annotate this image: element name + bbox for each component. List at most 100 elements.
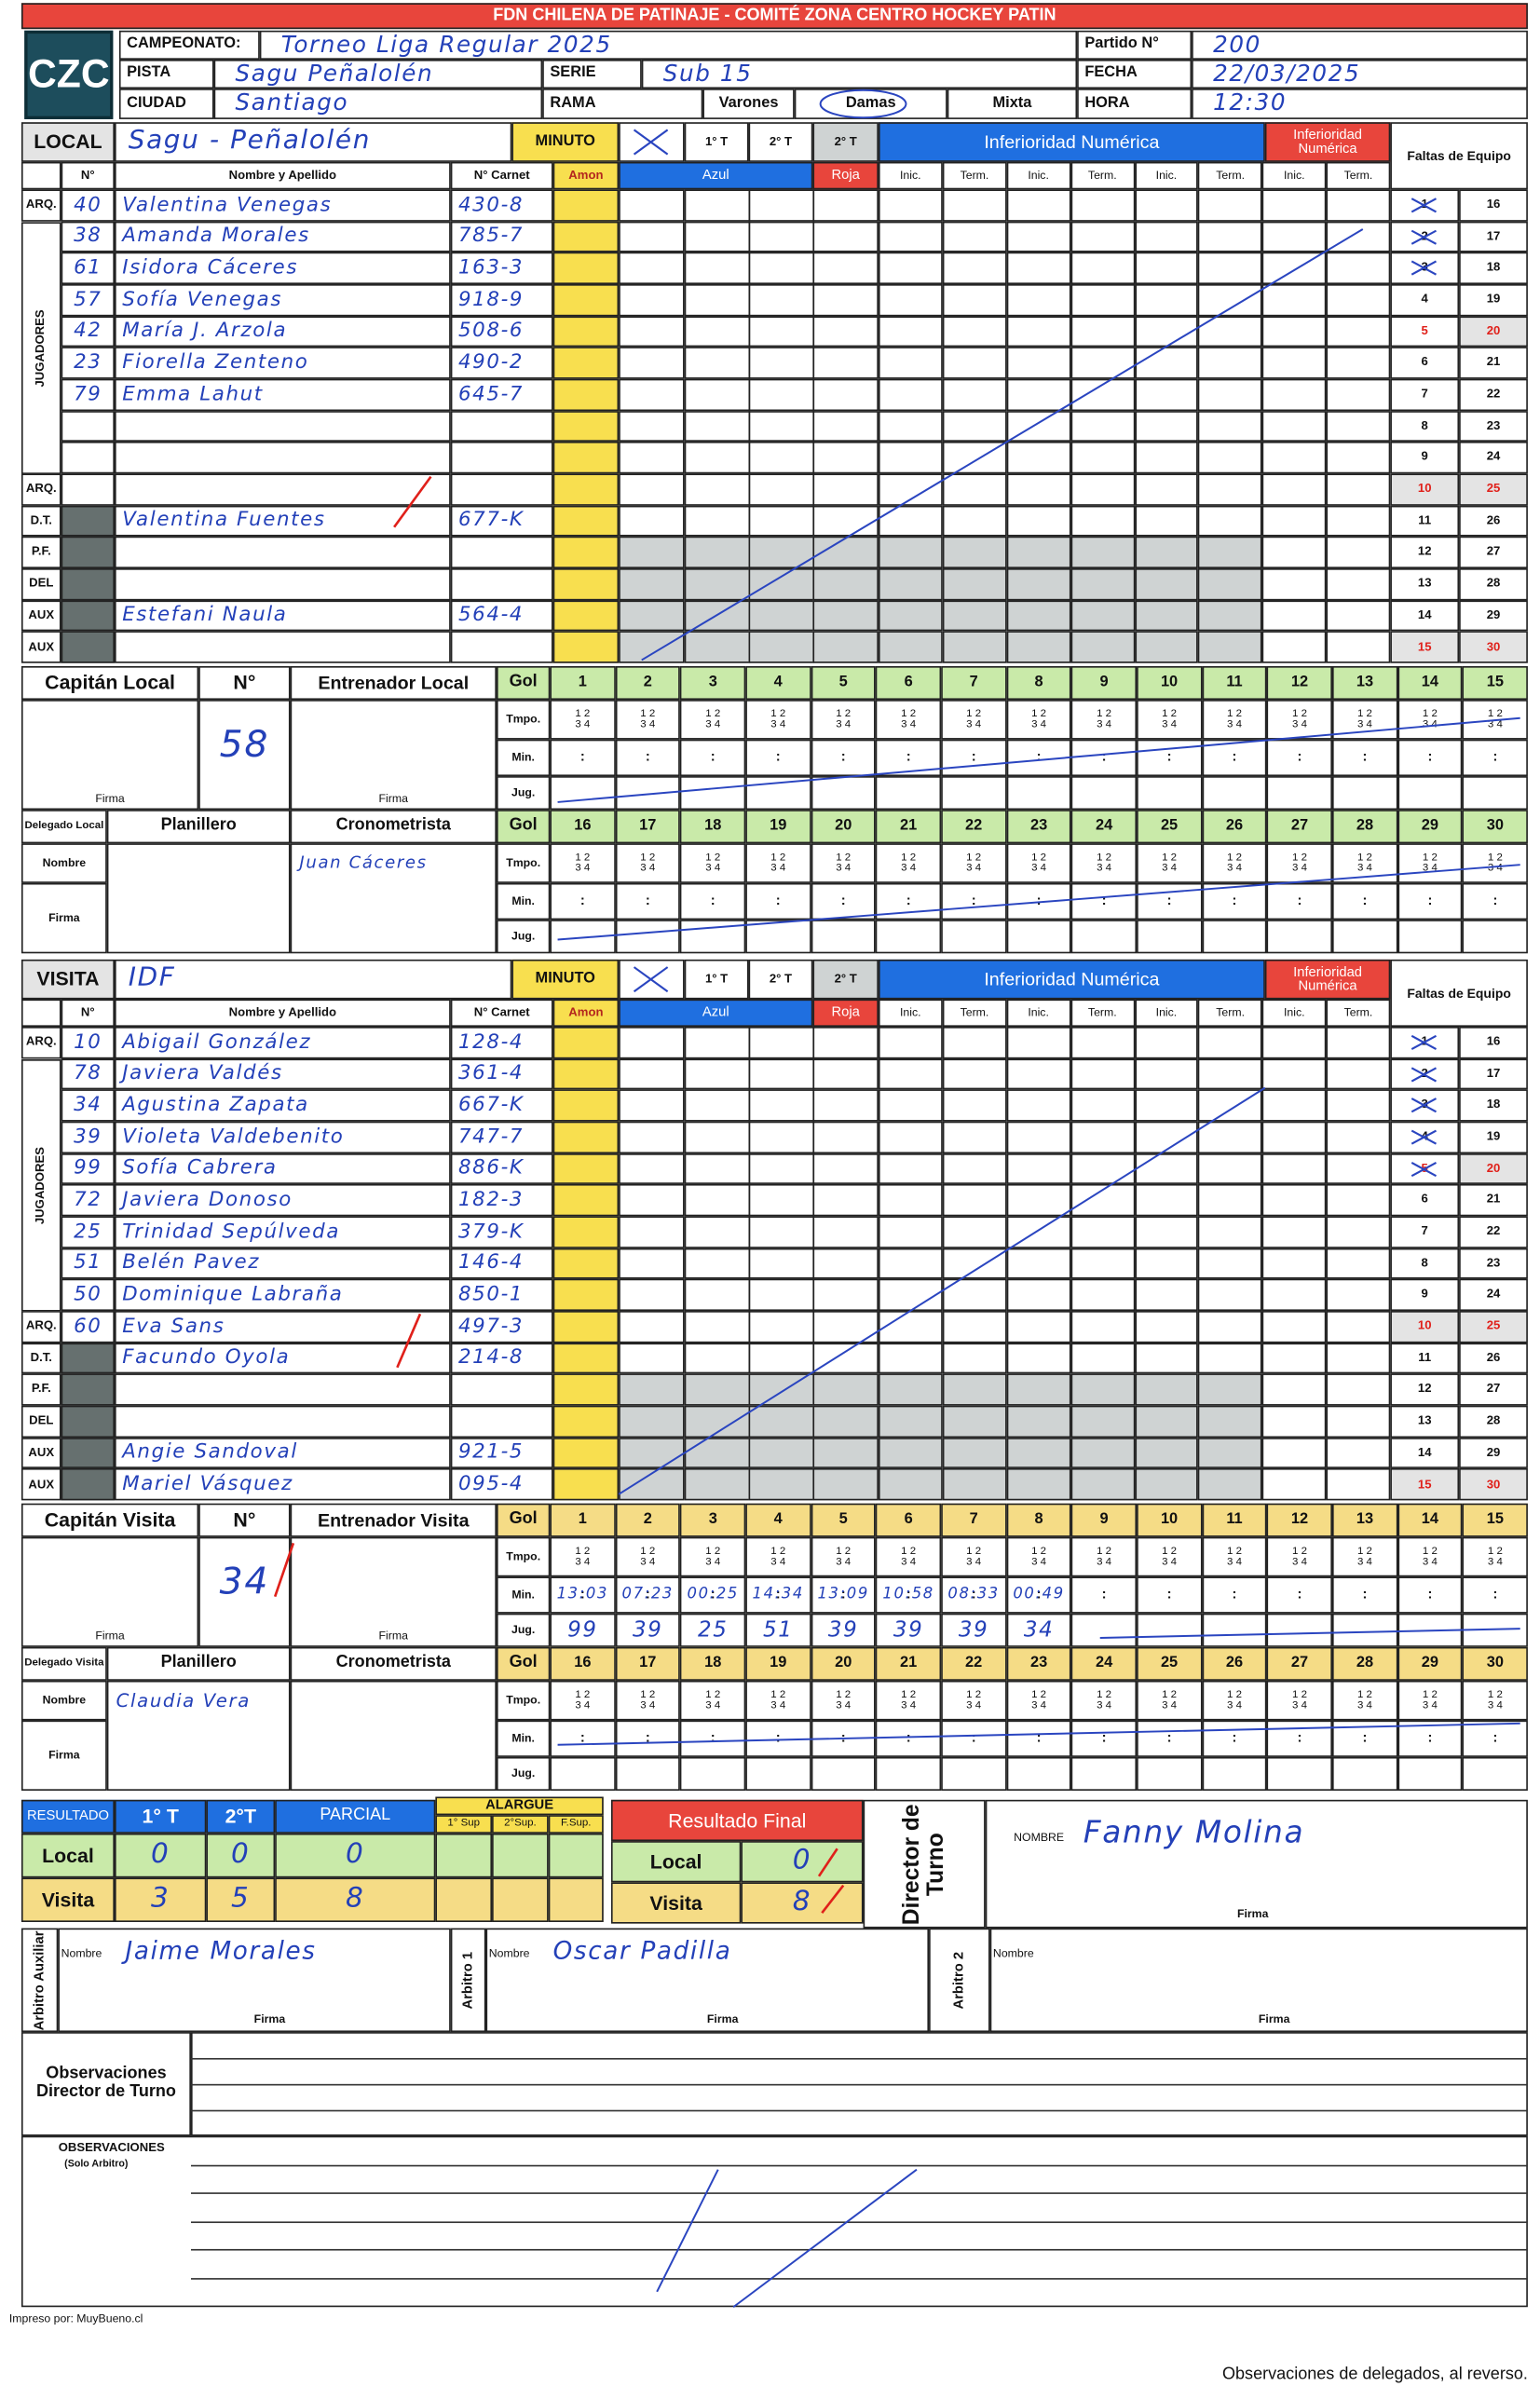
player-carnet: 214-8: [457, 1346, 525, 1370]
role-label: DEL: [20, 568, 61, 600]
min-cell: :: [1397, 1720, 1463, 1757]
cell: [1198, 410, 1262, 443]
cell: [942, 1121, 1007, 1153]
min-cell: :: [941, 739, 1007, 777]
cell: [61, 1373, 115, 1406]
min-cell: :: [1397, 882, 1463, 920]
gol-number: 16: [550, 1646, 616, 1681]
jug-cell: [615, 1613, 681, 1647]
cell: [450, 1184, 553, 1217]
tmpo-mark: 3 4: [901, 719, 917, 730]
cell: [942, 1216, 1007, 1248]
cell: [1134, 252, 1199, 284]
foul-number: 28: [1459, 568, 1528, 600]
firma-label: Firma: [95, 1629, 125, 1643]
tmpo-mark: 3 4: [1487, 863, 1503, 875]
cell: [1326, 1184, 1391, 1217]
jug-cell: [550, 776, 616, 811]
period-header: 1° T: [684, 959, 749, 1000]
block-label: Planillero: [106, 1646, 291, 1681]
tmpo-mark: 1 2: [1487, 708, 1503, 719]
role-label: AUX: [20, 1468, 61, 1501]
col-header: Azul: [619, 161, 813, 190]
crono-box: [290, 843, 497, 954]
cell: [1070, 1184, 1135, 1217]
min-cell: :: [1462, 882, 1528, 920]
min-cell: :: [1202, 1576, 1267, 1614]
min-cell: :: [680, 1576, 746, 1614]
cell: [1261, 1437, 1327, 1469]
cell: [619, 1216, 685, 1248]
cell: [1006, 189, 1070, 222]
cell: [1070, 1089, 1135, 1122]
cell: [1070, 1373, 1135, 1406]
foul-number: 20: [1459, 315, 1528, 348]
cell: [114, 221, 451, 253]
cell: [1070, 410, 1135, 443]
cell: [1198, 189, 1262, 222]
obs-arbitro-note: (Solo Arbitro): [64, 2158, 129, 2169]
tmpo-mark: 3 4: [1097, 1557, 1112, 1568]
player-name: Abigail González: [122, 1030, 312, 1054]
cell: [552, 1437, 620, 1469]
min-cell: :: [941, 1720, 1007, 1757]
cell: [1006, 599, 1070, 632]
block-label: Capitán Local: [20, 665, 199, 701]
player-number: 99: [74, 1156, 102, 1180]
jug-cell: [1267, 920, 1332, 954]
alargue-col: 1° Sup: [435, 1815, 493, 1834]
cell: [942, 1057, 1007, 1090]
director-name: Fanny Molina: [1083, 1812, 1305, 1850]
goal-minute: 14:34: [752, 1585, 804, 1602]
cell: [61, 1468, 115, 1501]
cell: [1134, 631, 1199, 663]
tmpo-mark: 1 2: [575, 1546, 591, 1557]
alargue-title: ALARGUE: [435, 1796, 604, 1816]
tmpo-mark: 1 2: [575, 708, 591, 719]
tmpo-mark: 3 4: [1031, 719, 1047, 730]
tmpo-mark: 1 2: [901, 852, 917, 863]
tmpo-mark: 1 2: [1291, 1546, 1307, 1557]
cell: [684, 631, 751, 663]
cell: [1198, 221, 1262, 253]
col-header: Inic.: [1261, 161, 1327, 190]
cell: [61, 505, 115, 538]
jug-cell: [550, 1756, 616, 1791]
cell: [61, 1152, 115, 1185]
cell: [684, 1121, 751, 1153]
cell: [1134, 189, 1199, 222]
tmpo-mark: 3 4: [966, 863, 982, 875]
cell: [619, 189, 685, 222]
cell: [619, 1089, 685, 1122]
col-header: Inic.: [1134, 161, 1199, 190]
role-label: D.T.: [20, 1342, 61, 1374]
tmpo-mark: 3 4: [836, 1557, 852, 1568]
cell: [684, 1342, 751, 1374]
cell: [1134, 537, 1199, 569]
tmpo-mark: 1 2: [836, 1689, 852, 1700]
cell: [552, 1248, 620, 1280]
arbitro-name: Oscar Padilla: [552, 1935, 732, 1965]
cell: [684, 378, 751, 411]
tmpo-mark: 1 2: [1162, 1689, 1178, 1700]
result-cell: [275, 1877, 436, 1922]
cross-mark: [633, 966, 669, 993]
player-carnet: 095-4: [457, 1472, 525, 1496]
cell: [684, 252, 751, 284]
cell: [450, 378, 553, 411]
cell: [61, 473, 115, 506]
foul-number: 26: [1459, 505, 1528, 538]
cell: [684, 410, 751, 443]
cell: [748, 1057, 815, 1090]
cell: [552, 1279, 620, 1312]
player-number: 40: [74, 193, 102, 217]
min-cell: :: [876, 882, 942, 920]
cell: [114, 1057, 451, 1090]
